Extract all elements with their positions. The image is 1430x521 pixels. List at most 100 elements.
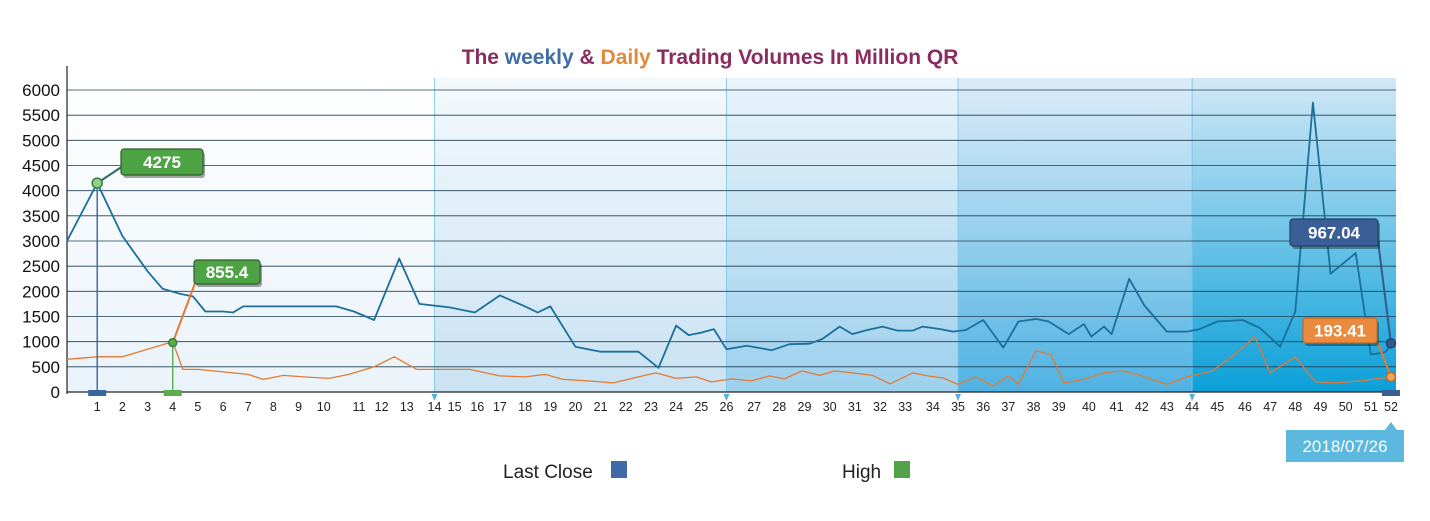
- x-tick-label: 22: [619, 400, 633, 414]
- x-tick-label: 40: [1082, 400, 1096, 414]
- series-line-1: [66, 335, 1392, 387]
- x-tick-label: 14: [428, 400, 442, 414]
- callout-axis-marker-1: [163, 390, 182, 396]
- x-tick-label: 25: [694, 400, 708, 414]
- y-tick-label: 6000: [22, 81, 60, 100]
- x-tick-label: 43: [1160, 400, 1174, 414]
- date-box: [1286, 430, 1404, 462]
- x-axis-ticks: 1 2 3 4 5 6 7 8 9 10 11 12 13 14 15 16 17 18 19 20 21 22 23 24 2…: [94, 394, 1398, 414]
- legend-label-0: Last Close: [503, 462, 593, 483]
- x-tick-label: 4: [169, 400, 176, 414]
- x-tick-label: 9: [295, 400, 302, 414]
- y-tick-label: 500: [32, 358, 60, 377]
- x-tick-label: 21: [594, 400, 608, 414]
- x-tick-label: 6: [220, 400, 227, 414]
- chart-title: The weekly & Daily Trading Volumes In Mi…: [462, 46, 959, 69]
- callout-label-2: 967.04: [1308, 224, 1361, 243]
- x-tick-label: 48: [1288, 400, 1302, 414]
- callout-point-0: [91, 177, 103, 189]
- x-tick-label: 8: [270, 400, 277, 414]
- x-axis-notch-3: [1189, 394, 1196, 401]
- title-part-3: Daily: [601, 46, 652, 69]
- legend: Last Close High: [503, 461, 910, 483]
- x-tick-label: 39: [1052, 400, 1066, 414]
- y-tick-label: 1500: [22, 308, 60, 327]
- y-tick-label: 2000: [22, 282, 60, 301]
- x-tick-label: 31: [848, 400, 862, 414]
- x-tick-label: 34: [926, 400, 940, 414]
- x-tick-label: 3: [144, 400, 151, 414]
- callout-leader-2: [1377, 240, 1392, 344]
- x-tick-label: 27: [747, 400, 761, 414]
- date-box-pointer: [1384, 422, 1397, 430]
- date-box-label: 2018/07/26: [1302, 437, 1387, 456]
- legend-label-1: High: [842, 462, 881, 483]
- x-tick-label: 35: [951, 400, 965, 414]
- last-week-axis-marker: [1381, 390, 1400, 396]
- y-tick-label: 5000: [22, 131, 60, 150]
- legend-swatch-1: [894, 461, 910, 478]
- title-part-4: Trading Volumes In Million QR: [651, 46, 959, 69]
- callout-leader-1: [171, 277, 198, 344]
- y-tick-label: 3500: [22, 207, 60, 226]
- x-tick-label: 32: [873, 400, 887, 414]
- title-part-0: The: [462, 46, 505, 69]
- y-tick-label: 4000: [22, 182, 60, 201]
- y-tick-label: 4500: [22, 157, 60, 176]
- x-tick-label: 18: [518, 400, 532, 414]
- callout-label-1: 855.4: [206, 263, 249, 282]
- x-tick-label: 41: [1110, 400, 1124, 414]
- x-tick-label: 20: [568, 400, 582, 414]
- callout-markers: 4275 855.4 967.04 193.41: [88, 148, 1400, 396]
- callout-box-1: [193, 259, 261, 285]
- background-band-3: [958, 78, 1193, 392]
- x-tick-label: 37: [1001, 400, 1015, 414]
- callout-label-0: 4275: [143, 153, 181, 172]
- title-part-1: weekly: [504, 46, 574, 69]
- legend-swatch-0: [611, 461, 627, 478]
- x-tick-label: 52: [1384, 400, 1398, 414]
- x-tick-label: 15: [448, 400, 462, 414]
- x-tick-label: 17: [493, 400, 507, 414]
- x-tick-label: 16: [470, 400, 484, 414]
- y-tick-label: 5500: [22, 106, 60, 125]
- x-axis-notch-1: [723, 394, 730, 401]
- x-tick-label: 36: [976, 400, 990, 414]
- callout-axis-marker-0: [88, 390, 107, 396]
- x-tick-label: 26: [720, 400, 734, 414]
- callout-point-3: [1385, 371, 1397, 383]
- x-tick-label: 11: [352, 400, 365, 414]
- x-tick-label: 51: [1364, 400, 1378, 414]
- x-tick-label: 2: [119, 400, 126, 414]
- x-axis-notch-0: [431, 394, 438, 401]
- x-tick-label: 28: [772, 400, 786, 414]
- x-tick-label: 44: [1185, 400, 1199, 414]
- x-tick-label: 10: [317, 400, 331, 414]
- callout-point-2: [1385, 338, 1397, 349]
- x-tick-label: 49: [1314, 400, 1328, 414]
- x-tick-label: 7: [245, 400, 252, 414]
- y-tick-label: 2500: [22, 257, 60, 276]
- x-tick-label: 50: [1339, 400, 1353, 414]
- x-tick-label: 38: [1027, 400, 1041, 414]
- background-band-1: [434, 78, 727, 392]
- background-band-2: [726, 78, 959, 392]
- y-tick-label: 0: [51, 383, 60, 402]
- x-tick-label: 13: [400, 400, 414, 414]
- y-axis-ticks: 0 500 1000 1500 2000 2500 3000 3500 4000 4500 5000…: [22, 81, 60, 402]
- callout-point-1: [167, 337, 178, 348]
- x-tick-label: 29: [798, 400, 812, 414]
- background-bands: [67, 78, 1396, 392]
- y-tick-label: 1000: [22, 333, 60, 352]
- x-tick-label: 1: [94, 400, 101, 414]
- callout-box-3: [1302, 317, 1378, 344]
- x-tick-label: 46: [1238, 400, 1252, 414]
- series-line-0: [66, 101, 1392, 369]
- x-tick-label: 19: [543, 400, 557, 414]
- axes: [66, 66, 1396, 394]
- series-lines: [66, 101, 1392, 387]
- date-label: 2018/07/26: [1286, 422, 1404, 462]
- x-tick-label: 47: [1263, 400, 1277, 414]
- background-band-0: [67, 78, 435, 392]
- x-tick-label: 23: [644, 400, 658, 414]
